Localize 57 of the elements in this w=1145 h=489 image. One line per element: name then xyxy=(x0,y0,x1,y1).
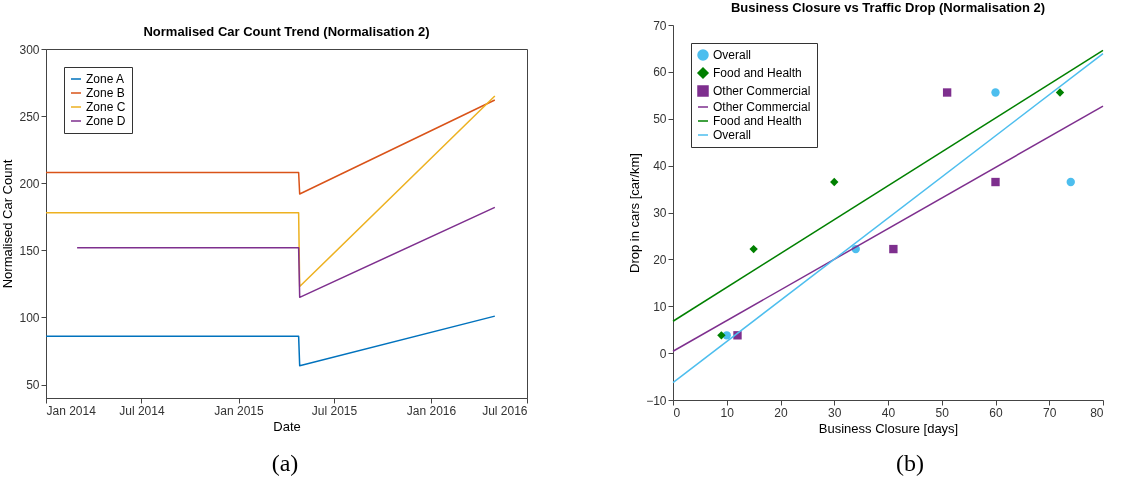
y-axis-title: Drop in cars [car/km] xyxy=(627,153,643,273)
point xyxy=(1055,88,1065,97)
legend-label: Overall xyxy=(713,128,752,142)
y-tick-label: 200 xyxy=(19,176,40,191)
y-tick-label: 150 xyxy=(19,243,40,258)
point xyxy=(1066,177,1075,187)
x-tick-label: 70 xyxy=(1043,405,1057,420)
y-tick-label: 60 xyxy=(653,65,667,80)
y-tick-label: 300 xyxy=(19,42,40,57)
legend-label: Overall xyxy=(713,48,752,62)
point xyxy=(749,244,758,254)
x-axis-title: Date xyxy=(273,418,301,434)
y-tick-label: 50 xyxy=(653,112,667,127)
x-tick-label: Jan 2015 xyxy=(214,403,265,418)
chart-title: Business Closure vs Traffic Drop (Normalisation 2) xyxy=(730,0,1046,15)
x-tick-label: 20 xyxy=(774,405,788,420)
y-tick-label: −10 xyxy=(646,393,667,408)
y-tick-label: 30 xyxy=(653,206,667,220)
point xyxy=(717,331,726,340)
point xyxy=(991,177,1000,187)
x-axis-title: Business Closure [days] xyxy=(818,420,959,436)
y-axis-title: Normalised Car Count xyxy=(0,159,16,289)
text: (a) xyxy=(270,450,300,477)
point xyxy=(889,244,898,254)
legend-label: Zone B xyxy=(86,86,125,100)
y-tick-label: 50 xyxy=(26,378,40,393)
legend-label: Zone C xyxy=(86,100,126,114)
legend-label: Food and Health xyxy=(713,114,802,128)
y-tick-label: 10 xyxy=(653,299,667,314)
y-tick-label: 100 xyxy=(19,310,40,325)
x-tick-label: 0 xyxy=(673,405,681,420)
chart-title: Normalised Car Count Trend (Normalisation 2) xyxy=(143,24,430,39)
x-tick-label: 80 xyxy=(1090,405,1104,420)
x-tick-label: 40 xyxy=(881,405,896,420)
y-tick-label: 250 xyxy=(19,109,40,124)
y-tick-label: 0 xyxy=(659,346,667,361)
x-tick-label: Jul 2015 xyxy=(311,403,358,418)
text: (b) xyxy=(895,450,925,477)
x-tick-label: Jul 2016 xyxy=(482,403,528,418)
x-tick-label: Jul 2014 xyxy=(119,403,165,418)
y-tick-label: 20 xyxy=(653,252,667,267)
x-tick-label: 60 xyxy=(989,405,1003,420)
legend-label: Zone A xyxy=(86,72,125,86)
x-tick-label: 30 xyxy=(828,405,842,420)
x-tick-label: 50 xyxy=(935,405,950,420)
y-tick-label: 40 xyxy=(653,159,667,174)
y-tick-label: 70 xyxy=(653,18,667,33)
x-tick-label: 10 xyxy=(720,405,735,420)
legend-label: Food and Health xyxy=(713,66,802,80)
legend-label: Zone D xyxy=(86,114,126,128)
x-tick-label: Jan 2016 xyxy=(406,403,457,418)
point xyxy=(991,88,1000,97)
x-tick-label: Jan 2014 xyxy=(46,403,97,418)
point xyxy=(942,88,952,97)
legend-label: Other Commercial xyxy=(713,84,811,98)
legend-label: Other Commercial xyxy=(713,100,811,114)
point xyxy=(830,177,839,187)
